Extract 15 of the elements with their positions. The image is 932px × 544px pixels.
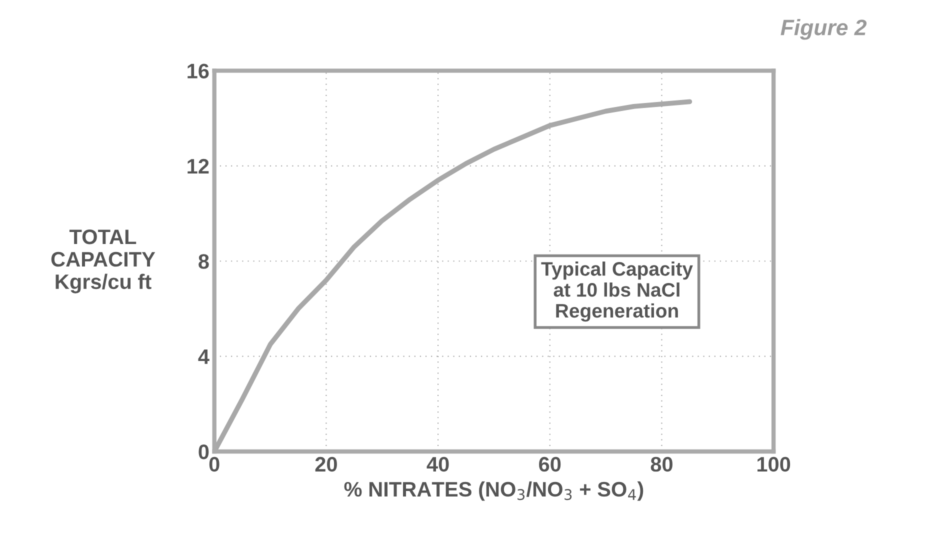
annotation: Typical Capacity at 10 lbs NaCl Regeneration [541,262,693,322]
x-tick-label: 60 [539,456,561,472]
x-axis-title: % NITRATES (NO$_{3}$/NO$_{3}$ + SO$_{4}$) [344,481,644,501]
x-tick-label: 80 [650,456,672,472]
y-tick-label: 0 [198,444,209,460]
y-tick-label: 8 [198,254,209,269]
text: Figure 2 [780,19,867,40]
y-tick-label: 12 [188,158,209,174]
x-tick-label: 40 [426,456,449,472]
y-tick-label: 16 [188,64,209,78]
y-tick-label: 4 [198,350,210,364]
x-tick-label: 0 [209,456,220,472]
x-tick-label: 100 [757,456,790,472]
x-tick-label: 20 [315,456,337,472]
y-axis-title: TOTAL CAPACITY Kgrs/cu ft [51,229,156,294]
